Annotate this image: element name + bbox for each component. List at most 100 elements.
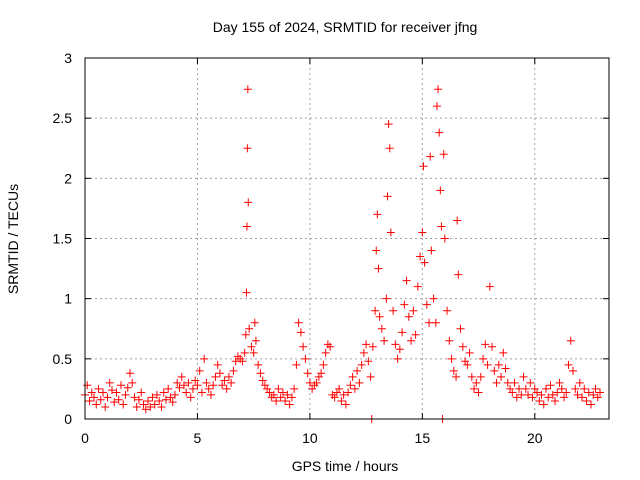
data-point: [519, 372, 528, 381]
chart-title: Day 155 of 2024, SRMTID for receiver jfn…: [213, 19, 478, 35]
data-point: [362, 340, 371, 349]
data-point: [229, 366, 238, 375]
data-point: [241, 330, 250, 339]
data-point: [537, 390, 546, 399]
data-point: [566, 336, 575, 345]
data-point: [244, 198, 253, 207]
data-point: [544, 393, 553, 402]
data-point: [440, 234, 449, 243]
data-point: [427, 246, 436, 255]
data-point: [202, 378, 211, 387]
data-point: [258, 376, 267, 385]
data-point: [357, 360, 366, 369]
data-point: [481, 340, 490, 349]
data-point: [528, 393, 537, 402]
data-point: [400, 300, 409, 309]
data-point: [287, 393, 296, 402]
data-point: [211, 372, 220, 381]
data-point: [116, 381, 125, 390]
data-point: [553, 388, 562, 397]
data-point: [285, 400, 294, 409]
data-point: [224, 372, 233, 381]
data-point: [240, 348, 249, 357]
data-point: [517, 390, 526, 399]
data-point: [296, 328, 305, 337]
data-point: [148, 393, 157, 402]
data-point: [447, 354, 456, 363]
data-point: [485, 282, 494, 291]
data-point: [377, 324, 386, 333]
data-point: [112, 388, 121, 397]
data-point: [425, 318, 434, 327]
data-point: [339, 390, 348, 399]
data-point: [436, 186, 445, 195]
data-point: [398, 328, 407, 337]
data-point: [435, 128, 444, 137]
data-point: [551, 396, 560, 405]
data-point: [589, 390, 598, 399]
data-point: [420, 258, 429, 267]
data-point: [573, 390, 582, 399]
y-tick-label: 1: [64, 291, 72, 307]
data-point: [355, 378, 364, 387]
data-point: [272, 396, 281, 405]
data-point: [92, 400, 101, 409]
data-point: [564, 360, 573, 369]
data-point: [299, 342, 308, 351]
data-point: [445, 336, 454, 345]
data-point: [213, 360, 222, 369]
data-point: [157, 402, 166, 411]
data-point: [548, 390, 557, 399]
data-point: [386, 228, 395, 237]
data-point: [416, 252, 425, 261]
data-point: [292, 360, 301, 369]
data-point: [335, 384, 344, 393]
data-point: [539, 400, 548, 409]
data-point: [204, 384, 213, 393]
y-tick-label: 0: [64, 411, 72, 427]
data-point: [250, 318, 259, 327]
y-axis-label: SRMTID / TECUs: [5, 184, 21, 294]
data-point: [191, 376, 200, 385]
data-point: [389, 306, 398, 315]
data-point: [560, 393, 569, 402]
data-point: [193, 381, 202, 390]
data-point: [294, 318, 303, 327]
data-point: [173, 378, 182, 387]
data-point: [85, 396, 94, 405]
data-point: [215, 369, 224, 378]
data-point: [130, 393, 139, 402]
data-point: [411, 330, 420, 339]
data-point: [515, 384, 524, 393]
data-point: [103, 393, 112, 402]
data-point: [472, 378, 481, 387]
data-point: [184, 378, 193, 387]
data-point: [150, 400, 159, 409]
data-point: [170, 390, 179, 399]
x-tick-label: 0: [81, 430, 89, 446]
data-point: [526, 378, 535, 387]
data-point: [393, 354, 402, 363]
data-point: [317, 369, 326, 378]
data-point: [524, 390, 533, 399]
data-point: [555, 378, 564, 387]
data-point: [372, 246, 381, 255]
data-point: [319, 360, 328, 369]
grid-lines: [85, 58, 609, 419]
x-tick-label: 20: [527, 430, 543, 446]
data-point: [407, 336, 416, 345]
data-point: [89, 393, 98, 402]
data-point: [431, 318, 440, 327]
data-point: [346, 381, 355, 390]
data-point: [546, 381, 555, 390]
data-point: [121, 390, 130, 399]
data-point: [105, 378, 114, 387]
data-point: [245, 324, 254, 333]
data-point: [341, 400, 350, 409]
data-point: [188, 384, 197, 393]
data-point: [114, 395, 123, 404]
data-point: [98, 388, 107, 397]
data-point: [454, 270, 463, 279]
data-point: [422, 300, 431, 309]
